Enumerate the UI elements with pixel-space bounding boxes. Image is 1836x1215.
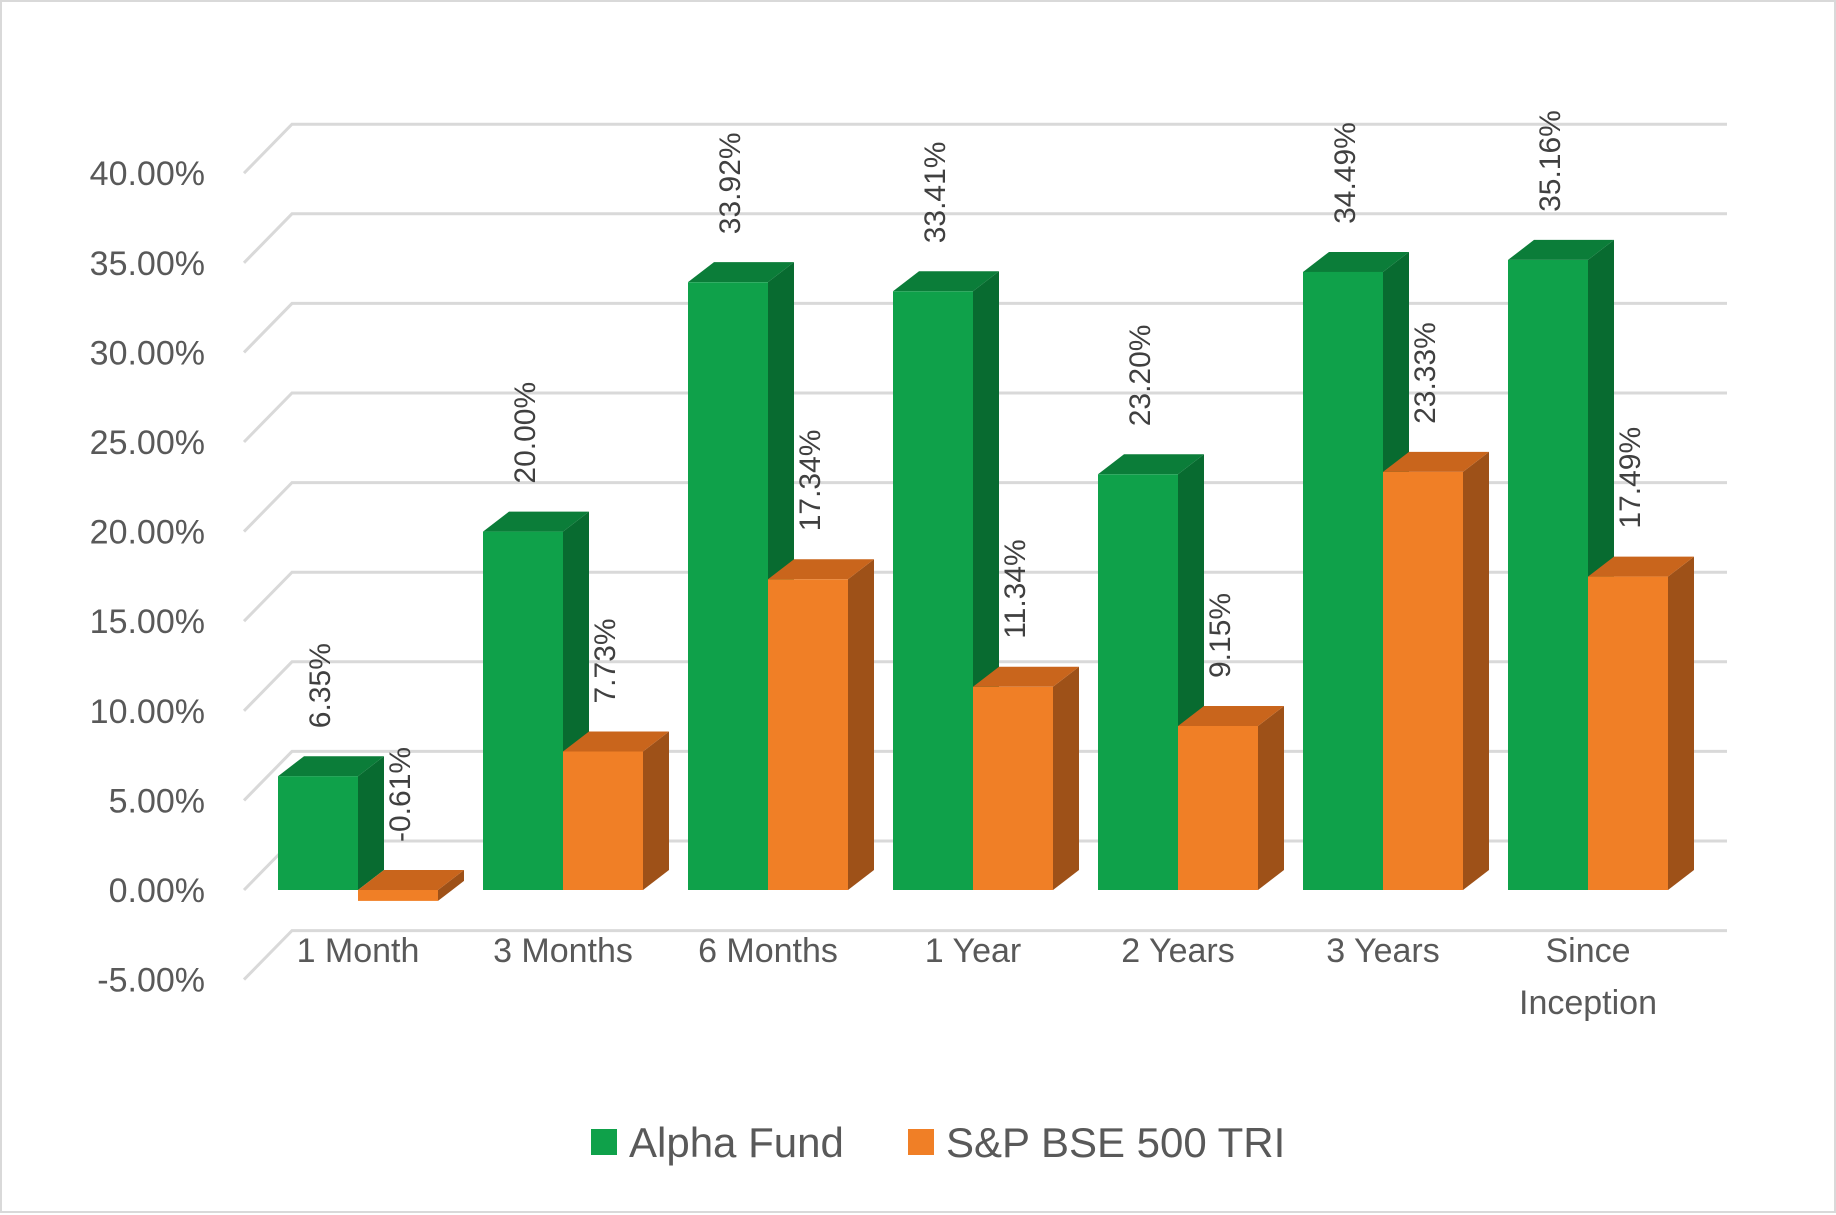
bar-side-face bbox=[1053, 666, 1079, 890]
data-label: 6.35% bbox=[304, 643, 337, 728]
bar-sp-bse-500-tri bbox=[1383, 451, 1489, 890]
data-label: 23.20% bbox=[1124, 325, 1157, 427]
bar-front-face bbox=[1098, 474, 1178, 890]
data-label: 23.33% bbox=[1409, 322, 1442, 424]
bar-side-face bbox=[1258, 706, 1284, 890]
bar-sp-bse-500-tri bbox=[563, 731, 669, 890]
bar-top-face bbox=[1508, 239, 1614, 260]
category-label: 2 Years bbox=[1121, 932, 1234, 970]
y-tick-label: 40.00% bbox=[90, 155, 205, 193]
bar-front-face bbox=[768, 579, 848, 890]
bar-front-face bbox=[1303, 271, 1383, 890]
y-tick-label: 0.00% bbox=[109, 872, 205, 910]
legend-label: S&P BSE 500 TRI bbox=[946, 1119, 1285, 1166]
bar-top-face bbox=[1098, 454, 1204, 475]
data-label: -0.61% bbox=[384, 747, 417, 842]
y-tick-label: 15.00% bbox=[90, 603, 205, 641]
data-label: 17.34% bbox=[794, 430, 827, 532]
bar-side-face bbox=[643, 731, 669, 890]
bar-front-face bbox=[1508, 259, 1588, 890]
bar-top-face bbox=[483, 511, 589, 532]
legend-label: Alpha Fund bbox=[629, 1119, 844, 1166]
bar-side-face bbox=[358, 756, 384, 890]
bar-top-face bbox=[973, 666, 1079, 687]
bar-front-face bbox=[1383, 471, 1463, 890]
x-axis-category-labels: 1 Month 3 Months 6 Months 1 Year 2 Years 3 Ye… bbox=[297, 932, 1657, 1022]
bar-front-face bbox=[563, 751, 643, 890]
category-label: 3 Years bbox=[1326, 932, 1439, 970]
bar-top-face bbox=[563, 731, 669, 752]
gridlines bbox=[242, 122, 1727, 981]
bar-top-face bbox=[768, 559, 874, 580]
category-label: 6 Months bbox=[698, 932, 838, 970]
bar-top-face bbox=[893, 271, 999, 292]
bar-front-face bbox=[483, 531, 563, 890]
bar-side-face bbox=[848, 559, 874, 890]
bar-sp-bse-500-tri bbox=[973, 666, 1079, 890]
y-tick-label: 30.00% bbox=[90, 334, 205, 372]
bar-side-face bbox=[438, 870, 464, 901]
gridline bbox=[242, 660, 1727, 712]
y-tick-label: 20.00% bbox=[90, 514, 205, 552]
bar-top-face bbox=[278, 756, 384, 777]
bar-top-face bbox=[1383, 451, 1489, 472]
data-label: 33.41% bbox=[919, 142, 952, 244]
category-label: Inception bbox=[1519, 984, 1657, 1022]
bar-side-face bbox=[1463, 451, 1489, 890]
bar-front-face bbox=[1178, 726, 1258, 890]
gridline bbox=[242, 212, 1727, 264]
data-label: 17.49% bbox=[1614, 427, 1647, 529]
gridline bbox=[242, 570, 1727, 623]
bar-sp-bse-500-tri bbox=[768, 559, 874, 890]
bar-top-face bbox=[1588, 556, 1694, 577]
bar-top-face bbox=[688, 262, 794, 283]
legend-item[interactable]: Alpha Fund bbox=[591, 1119, 844, 1166]
y-tick-label: -5.00% bbox=[97, 962, 205, 1000]
bar-front-face bbox=[973, 686, 1053, 890]
category-label: 3 Months bbox=[493, 932, 633, 970]
legend-swatch bbox=[908, 1129, 934, 1155]
bar-top-face bbox=[358, 870, 464, 890]
y-tick-label: 10.00% bbox=[90, 693, 205, 731]
data-label: 11.34% bbox=[999, 539, 1032, 639]
category-label: 1 Month bbox=[297, 932, 420, 970]
data-label: 33.92% bbox=[714, 132, 747, 234]
y-axis-tick-labels: -5.00% 0.00% 5.00% 10.00% 15.00% 20.00% 25.00%… bbox=[90, 155, 205, 999]
y-tick-label: 25.00% bbox=[90, 424, 205, 462]
gridline bbox=[242, 301, 1727, 354]
bar-front-face bbox=[358, 890, 438, 901]
bar-front-face bbox=[278, 776, 358, 890]
gridline bbox=[242, 481, 1727, 533]
bar-side-face bbox=[1668, 556, 1694, 890]
gridline bbox=[242, 122, 1727, 175]
gridline bbox=[242, 391, 1727, 444]
legend-swatch bbox=[591, 1129, 617, 1155]
data-label: 9.15% bbox=[1204, 593, 1237, 678]
legend-item[interactable]: S&P BSE 500 TRI bbox=[908, 1119, 1285, 1166]
category-label: 1 Year bbox=[925, 932, 1021, 970]
data-labels: 6.35% -0.61% 20.00% 7.73% 33.92% 17.34% 33.41%… bbox=[304, 110, 1647, 842]
bar-alpha-fund bbox=[1098, 454, 1204, 890]
bar-sp-bse-500-tri bbox=[1178, 706, 1284, 890]
data-label: 7.73% bbox=[589, 618, 622, 703]
bars bbox=[278, 239, 1694, 901]
bar-front-face bbox=[893, 291, 973, 890]
bar-front-face bbox=[1588, 576, 1668, 890]
bar-front-face bbox=[688, 282, 768, 890]
y-tick-label: 35.00% bbox=[90, 245, 205, 283]
data-label: 20.00% bbox=[509, 382, 542, 484]
data-label: 34.49% bbox=[1329, 122, 1362, 224]
bar-sp-bse-500-tri bbox=[358, 870, 464, 901]
bar-alpha-fund bbox=[278, 756, 384, 890]
y-tick-label: 5.00% bbox=[109, 782, 205, 820]
data-label: 35.16% bbox=[1534, 110, 1567, 212]
legend[interactable]: Alpha Fund S&P BSE 500 TRI bbox=[591, 1119, 1285, 1166]
bar-top-face bbox=[1303, 251, 1409, 272]
gridline bbox=[242, 929, 1727, 981]
category-label: Since bbox=[1545, 932, 1630, 970]
bar-sp-bse-500-tri bbox=[1588, 556, 1694, 890]
bar-top-face bbox=[1178, 706, 1284, 727]
